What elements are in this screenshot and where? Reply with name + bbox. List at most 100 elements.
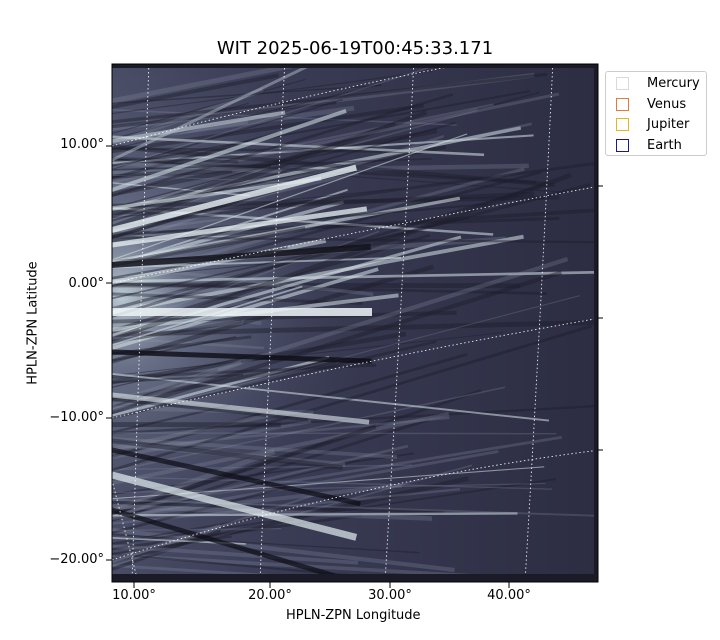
streak bbox=[112, 90, 530, 167]
bright-streak bbox=[112, 471, 358, 541]
streak bbox=[112, 340, 437, 420]
bright-streak bbox=[112, 447, 361, 507]
streak bbox=[112, 72, 548, 124]
streak bbox=[112, 158, 537, 184]
streak bbox=[112, 336, 237, 362]
streak bbox=[112, 450, 499, 521]
streak bbox=[112, 368, 219, 409]
streak bbox=[112, 64, 315, 104]
streak bbox=[112, 513, 363, 551]
streak bbox=[112, 134, 445, 247]
streak bbox=[112, 438, 343, 471]
y-tick-label: 0.00° bbox=[68, 276, 104, 291]
streak bbox=[112, 310, 457, 324]
streak bbox=[112, 528, 282, 531]
longitude-gridline bbox=[259, 64, 286, 582]
streak bbox=[112, 217, 230, 235]
streak bbox=[112, 441, 346, 468]
streak bbox=[112, 527, 455, 573]
streak bbox=[112, 464, 413, 471]
streak bbox=[112, 157, 239, 164]
streak bbox=[112, 352, 468, 459]
streak bbox=[112, 494, 315, 564]
streak bbox=[112, 108, 478, 212]
streak bbox=[112, 295, 580, 419]
streak bbox=[112, 372, 550, 422]
x-axis-label: HPLN-ZPN Longitude bbox=[286, 608, 421, 623]
streak bbox=[112, 72, 535, 131]
streak bbox=[112, 283, 280, 299]
streak bbox=[112, 500, 444, 514]
streak bbox=[112, 544, 359, 565]
latitude-gridline bbox=[112, 185, 598, 284]
legend: Mercury Venus Jupiter Earth bbox=[605, 71, 707, 156]
streak bbox=[112, 270, 563, 415]
legend-item-mercury: Mercury bbox=[616, 75, 700, 91]
streak bbox=[112, 435, 563, 512]
streak bbox=[112, 110, 286, 143]
legend-label: Mercury bbox=[647, 75, 700, 91]
streak bbox=[112, 92, 560, 188]
streak bbox=[112, 416, 450, 451]
streak bbox=[112, 420, 312, 459]
streak bbox=[112, 418, 430, 522]
streak bbox=[112, 87, 264, 147]
streak bbox=[112, 449, 276, 514]
streak bbox=[112, 134, 534, 165]
streak bbox=[112, 404, 598, 435]
streak bbox=[112, 217, 470, 300]
streak bbox=[112, 196, 461, 264]
legend-label: Venus bbox=[647, 96, 687, 112]
streak bbox=[112, 131, 279, 180]
streak bbox=[112, 424, 377, 516]
streak bbox=[112, 188, 397, 219]
streak bbox=[112, 64, 443, 170]
streak bbox=[112, 109, 457, 126]
streak bbox=[112, 319, 598, 337]
streak bbox=[112, 533, 420, 554]
streak bbox=[112, 160, 282, 174]
coordinate-grid bbox=[112, 64, 598, 582]
streak bbox=[112, 101, 337, 129]
streak bbox=[112, 359, 336, 403]
streak bbox=[112, 70, 434, 115]
bright-streak bbox=[112, 164, 357, 233]
streak bbox=[112, 122, 532, 220]
streak bbox=[112, 412, 450, 485]
streak bbox=[112, 355, 330, 418]
streak bbox=[112, 147, 423, 154]
streak bbox=[112, 411, 278, 452]
streak bbox=[112, 386, 506, 473]
legend-swatch bbox=[616, 97, 629, 111]
streak bbox=[112, 164, 271, 178]
x-tick-label: 10.00° bbox=[112, 588, 156, 603]
y-tick-label: −20.00° bbox=[49, 552, 104, 567]
streak bbox=[112, 374, 244, 384]
y-axis-label: HPLN-ZPN Latitude bbox=[25, 261, 41, 385]
longitude-gridline bbox=[524, 64, 554, 582]
legend-item-jupiter: Jupiter bbox=[616, 116, 689, 132]
bright-streak bbox=[112, 108, 347, 192]
streak bbox=[112, 487, 461, 525]
streak bbox=[112, 282, 521, 289]
streak bbox=[112, 234, 524, 315]
streak bbox=[112, 161, 598, 230]
streak bbox=[112, 498, 598, 517]
latitude-gridline bbox=[112, 64, 466, 147]
bright-streak bbox=[112, 349, 372, 364]
y-tick-label: −10.00° bbox=[49, 410, 104, 425]
bright-streak bbox=[112, 206, 368, 248]
axis-ticks bbox=[106, 145, 603, 588]
plot-frame bbox=[111, 63, 599, 583]
streak bbox=[112, 195, 560, 208]
streak bbox=[112, 432, 557, 435]
y-tick-label: 10.00° bbox=[60, 137, 104, 152]
streak bbox=[112, 324, 593, 472]
sky-image bbox=[112, 64, 598, 582]
streak bbox=[112, 476, 553, 490]
streak bbox=[112, 157, 432, 171]
streak bbox=[112, 512, 518, 517]
streak bbox=[112, 360, 242, 412]
bright-streak bbox=[112, 392, 370, 425]
